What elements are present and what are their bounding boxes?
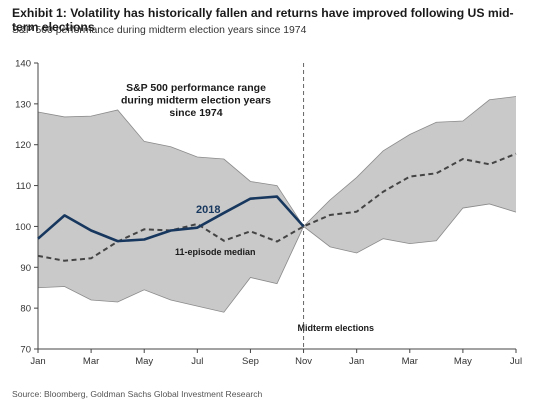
y-tick-label-140: 140 — [15, 59, 31, 70]
x-tick-label-8: May — [454, 356, 472, 367]
x-tick-label-7: Mar — [402, 356, 418, 367]
y-tick-label-90: 90 — [20, 263, 31, 274]
band-label-line-1: during midterm election years — [121, 95, 271, 107]
range-band-upper-edge — [37, 96, 517, 228]
x-tick-label-1: Mar — [83, 356, 99, 367]
band-label-line-2: since 1974 — [169, 107, 222, 119]
y-tick-label-80: 80 — [20, 304, 31, 315]
chart-title: Exhibit 1: Volatility has historically f… — [12, 6, 514, 34]
range-band-lower-edge — [37, 203, 517, 313]
y-tick-label-70: 70 — [20, 345, 31, 356]
y-tick-label-130: 130 — [15, 99, 31, 110]
median-series-label: 11-episode median — [175, 247, 256, 257]
series-2018-label: 2018 — [196, 204, 220, 216]
x-tick-label-9: Jul — [510, 356, 522, 367]
x-tick-label-3: Jul — [191, 356, 203, 367]
midterm-annotation: Midterm elections — [298, 323, 375, 333]
series-2018-line — [37, 195, 305, 243]
x-tick-label-4: Sep — [242, 356, 259, 367]
x-tick-label-5: Nov — [295, 356, 312, 367]
x-tick-label-6: Jan — [349, 356, 364, 367]
range-band — [38, 96, 516, 313]
chart-subtitle: S&P 500 performance during midterm elect… — [12, 25, 307, 36]
y-tick-label-120: 120 — [15, 140, 31, 151]
band-label-line-0: S&P 500 performance range — [126, 82, 266, 94]
x-tick-label-2: May — [135, 356, 153, 367]
source-note: Source: Bloomberg, Goldman Sachs Global … — [12, 389, 263, 399]
x-tick-label-0: Jan — [30, 356, 45, 367]
y-tick-label-110: 110 — [16, 181, 31, 192]
y-tick-label-100: 100 — [15, 222, 31, 233]
